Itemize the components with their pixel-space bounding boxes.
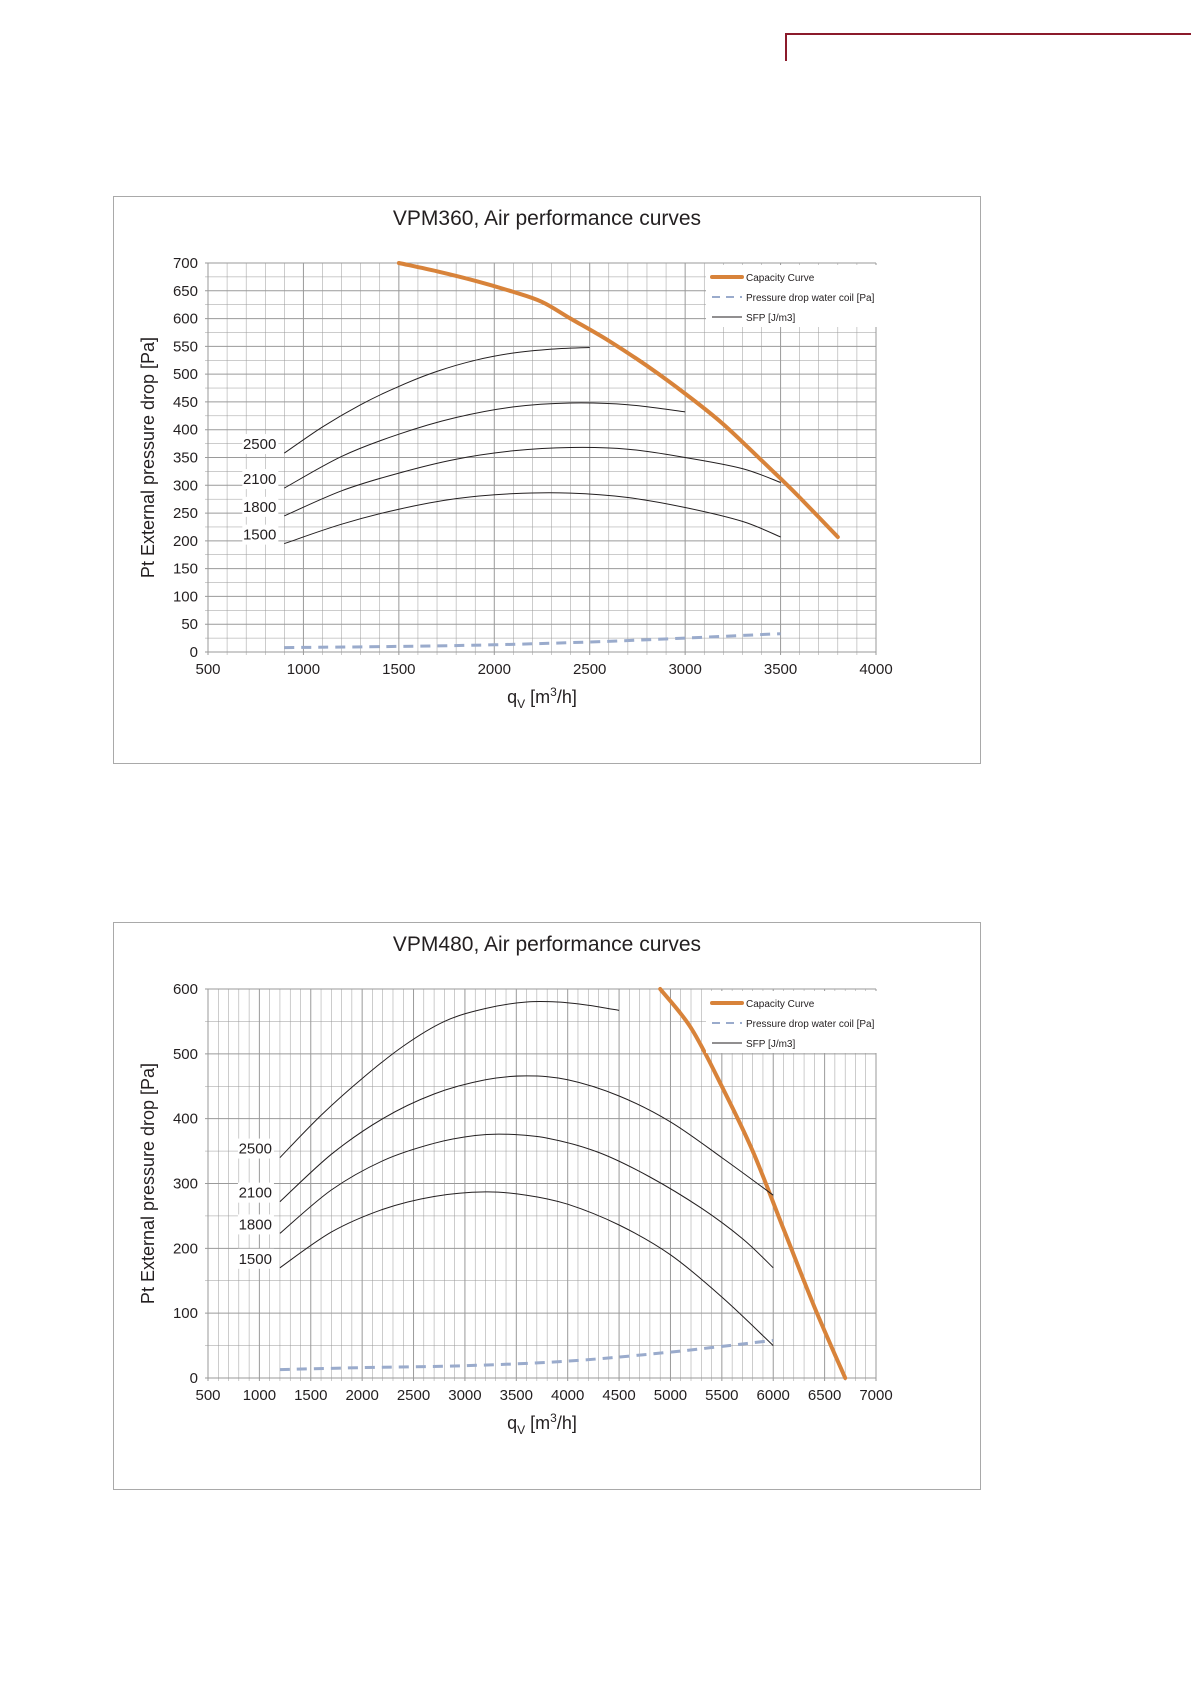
vpm360-chart-svg: VPM360, Air performance curves 500 1000 15… (138, 207, 893, 711)
x-tick-label: 5500 (705, 1387, 738, 1404)
y-tick-label: 50 (181, 616, 198, 633)
sfp-curve-label-1500: 1500 (239, 1251, 272, 1268)
tick-labels: 500 1000 1500 2000 2500 3000 3500 4000 0 50 100 150… (173, 255, 893, 678)
y-tick-label: 500 (173, 366, 198, 383)
sfp-curve-label-2500: 2500 (239, 1141, 272, 1158)
sfp-curve-2100 (284, 402, 686, 489)
vpm480-chart-svg: VPM480, Air performance curves 500 1000 15… (138, 933, 893, 1437)
y-tick-label: 400 (173, 422, 198, 439)
sfp-curve-1800 (284, 446, 781, 517)
x-tick-label: 6000 (757, 1387, 790, 1404)
x-tick-label: 2000 (478, 661, 511, 678)
y-axis-label: Pt External pressure drop [Pa] (138, 1063, 158, 1304)
x-tick-label: 2500 (397, 1387, 430, 1404)
x-axis-label: qV [m3/h] (507, 685, 577, 711)
y-tick-label: 300 (173, 1176, 198, 1193)
grid (205, 262, 877, 655)
x-tick-label: 1000 (287, 661, 320, 678)
y-tick-label: 700 (173, 255, 198, 272)
y-tick-label: 100 (173, 588, 198, 605)
y-tick-label: 0 (190, 644, 198, 661)
sfp-curve-label-1500: 1500 (243, 527, 276, 544)
curve-label-bg (242, 434, 279, 455)
y-tick-label: 150 (173, 561, 198, 578)
y-tick-label: 250 (173, 505, 198, 522)
x-tick-label: 2000 (345, 1387, 378, 1404)
sfp-curve-2500 (284, 347, 590, 454)
x-tick-label: 4500 (602, 1387, 635, 1404)
x-axis-label: qV [m3/h] (507, 1411, 577, 1437)
y-tick-label: 100 (173, 1305, 198, 1322)
y-tick-label: 200 (173, 533, 198, 550)
x-tick-label: 1500 (294, 1387, 327, 1404)
curve-label-bg (237, 1138, 274, 1159)
x-tick-label: 3500 (500, 1387, 533, 1404)
legend-label-sfp: SFP [J/m3] (746, 1039, 795, 1050)
sfp-curve-label-1800: 1800 (239, 1216, 272, 1233)
x-tick-label: 5000 (654, 1387, 687, 1404)
sfp-curve-label-2100: 2100 (239, 1185, 272, 1202)
y-tick-label: 650 (173, 283, 198, 300)
curve-label-bg (242, 496, 279, 517)
y-tick-label: 500 (173, 1046, 198, 1063)
pressure-drop-curve (279, 1338, 774, 1372)
curve-labels: 2500 2100 1800 1500 (237, 1138, 274, 1269)
legend-label-capacity: Capacity Curve (746, 999, 815, 1010)
legend-label-pressure: Pressure drop water coil [Pa] (746, 293, 875, 304)
sfp-curve-2100 (279, 1075, 774, 1203)
capacity-curve (396, 261, 840, 539)
x-tick-label: 4000 (859, 661, 892, 678)
curve-label-bg (242, 524, 279, 545)
legend-label-capacity: Capacity Curve (746, 273, 815, 284)
y-tick-label: 0 (190, 1370, 198, 1387)
x-tick-label: 2500 (573, 661, 606, 678)
x-tick-label: 7000 (859, 1387, 892, 1404)
vpm480-chart-panel: VPM480, Air performance curves 500 1000 15… (113, 922, 981, 1490)
sfp-curve-1500 (279, 1191, 774, 1346)
x-tick-label: 3000 (448, 1387, 481, 1404)
series-layer (279, 987, 848, 1380)
x-tick-label: 4000 (551, 1387, 584, 1404)
curve-label-bg (242, 469, 279, 490)
x-tick-label: 6500 (808, 1387, 841, 1404)
legend: Capacity Curve Pressure drop water coil [… (706, 265, 882, 327)
x-tick-label: 1000 (243, 1387, 276, 1404)
x-tick-label: 3500 (764, 661, 797, 678)
x-tick-label: 3000 (668, 661, 701, 678)
x-tick-label: 500 (195, 661, 220, 678)
vpm360-chart-panel: VPM360, Air performance curves 500 1000 15… (113, 196, 981, 764)
sfp-curve-1800 (279, 1133, 774, 1269)
sfp-curve-label-1800: 1800 (243, 499, 276, 516)
legend: Capacity Curve Pressure drop water coil [… (706, 991, 882, 1053)
sfp-curve-label-2100: 2100 (243, 471, 276, 488)
y-tick-label: 600 (173, 981, 198, 998)
x-tick-label: 1500 (382, 661, 415, 678)
sfp-curve-label-2500: 2500 (243, 436, 276, 453)
y-tick-label: 400 (173, 1111, 198, 1128)
pressure-drop-curve (284, 632, 781, 650)
x-tick-label: 500 (195, 1387, 220, 1404)
header-corner-rule (785, 33, 1191, 61)
chart-title: VPM360, Air performance curves (393, 207, 701, 230)
tick-labels: 500 1000 1500 2000 2500 3000 3500 4000 4500 5000 5… (173, 981, 893, 1404)
sfp-curve-2500 (279, 1000, 620, 1158)
series-layer (284, 261, 840, 650)
y-tick-label: 450 (173, 394, 198, 411)
y-tick-label: 200 (173, 1240, 198, 1257)
curve-label-bg (237, 1214, 274, 1235)
sfp-curve-1500 (284, 492, 781, 545)
curve-labels: 2500 2100 1800 1500 (242, 434, 279, 545)
y-tick-label: 550 (173, 338, 198, 355)
y-tick-label: 300 (173, 477, 198, 494)
legend-label-pressure: Pressure drop water coil [Pa] (746, 1019, 875, 1030)
y-axis-label: Pt External pressure drop [Pa] (138, 337, 158, 578)
capacity-curve (658, 987, 848, 1380)
chart-title: VPM480, Air performance curves (393, 933, 701, 956)
y-tick-label: 350 (173, 450, 198, 467)
curve-label-bg (237, 1182, 274, 1203)
legend-label-sfp: SFP [J/m3] (746, 313, 795, 324)
y-tick-label: 600 (173, 311, 198, 328)
curve-label-bg (237, 1248, 274, 1269)
